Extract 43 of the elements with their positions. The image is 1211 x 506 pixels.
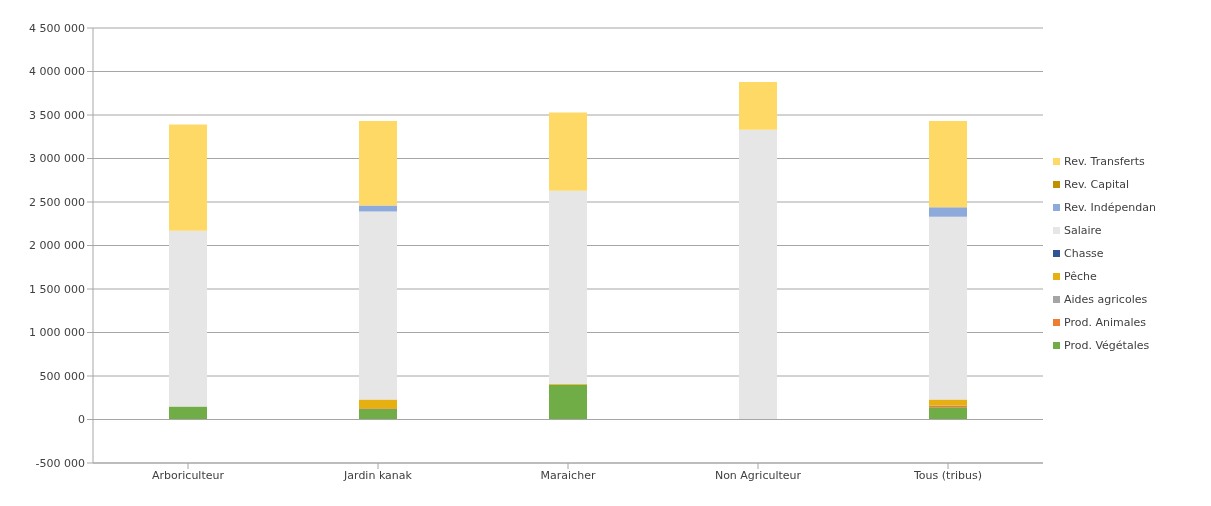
y-tick-label: 2 500 000 [29, 195, 85, 209]
bar [929, 121, 967, 208]
x-tick-label: Non Agriculteur [714, 468, 802, 482]
x-tick-label: Tous (tribus) [913, 468, 982, 482]
y-tick-label: 1 000 000 [29, 326, 85, 340]
bar [739, 81, 777, 130]
legend-label: Salaire [1064, 223, 1102, 237]
legend-label: Rev. Indépendan [1064, 200, 1156, 214]
bar [549, 190, 587, 384]
y-tick-label: 3 000 000 [29, 152, 85, 166]
bar [169, 230, 207, 407]
y-tick-label: 2 000 000 [29, 239, 85, 253]
bar [929, 207, 967, 217]
legend-label: Aides agricoles [1064, 292, 1148, 306]
legend-label: Pêche [1064, 269, 1097, 283]
bar [359, 399, 397, 409]
bar [549, 384, 587, 420]
bar [169, 406, 207, 420]
legend-label: Rev. Capital [1064, 177, 1130, 191]
y-tick-label: 3 500 000 [29, 108, 85, 122]
x-tick-label: Jardin kanak [343, 468, 413, 482]
x-tick-label: Arboriculteur [152, 468, 225, 482]
bar [549, 112, 587, 191]
y-tick-label: -500 000 [35, 456, 85, 470]
bar [929, 407, 967, 420]
y-tick-label: 4 500 000 [29, 21, 85, 35]
legend-label: Chasse [1064, 246, 1104, 260]
bar [359, 409, 397, 420]
bar [929, 216, 967, 400]
bar [739, 129, 777, 420]
bar [359, 121, 397, 206]
y-tick-label: 0 [78, 413, 85, 427]
x-tick-label: Maraicher [540, 468, 596, 482]
bar [929, 399, 967, 406]
bar [359, 205, 397, 212]
bar [169, 124, 207, 231]
legend-label: Prod. Végétales [1064, 338, 1150, 352]
y-tick-label: 4 000 000 [29, 65, 85, 79]
bar [359, 211, 397, 400]
legend-label: Prod. Animales [1064, 315, 1146, 329]
y-tick-label: 500 000 [39, 369, 85, 383]
legend-label: Rev. Transferts [1064, 154, 1145, 168]
y-tick-label: 1 500 000 [29, 282, 85, 296]
